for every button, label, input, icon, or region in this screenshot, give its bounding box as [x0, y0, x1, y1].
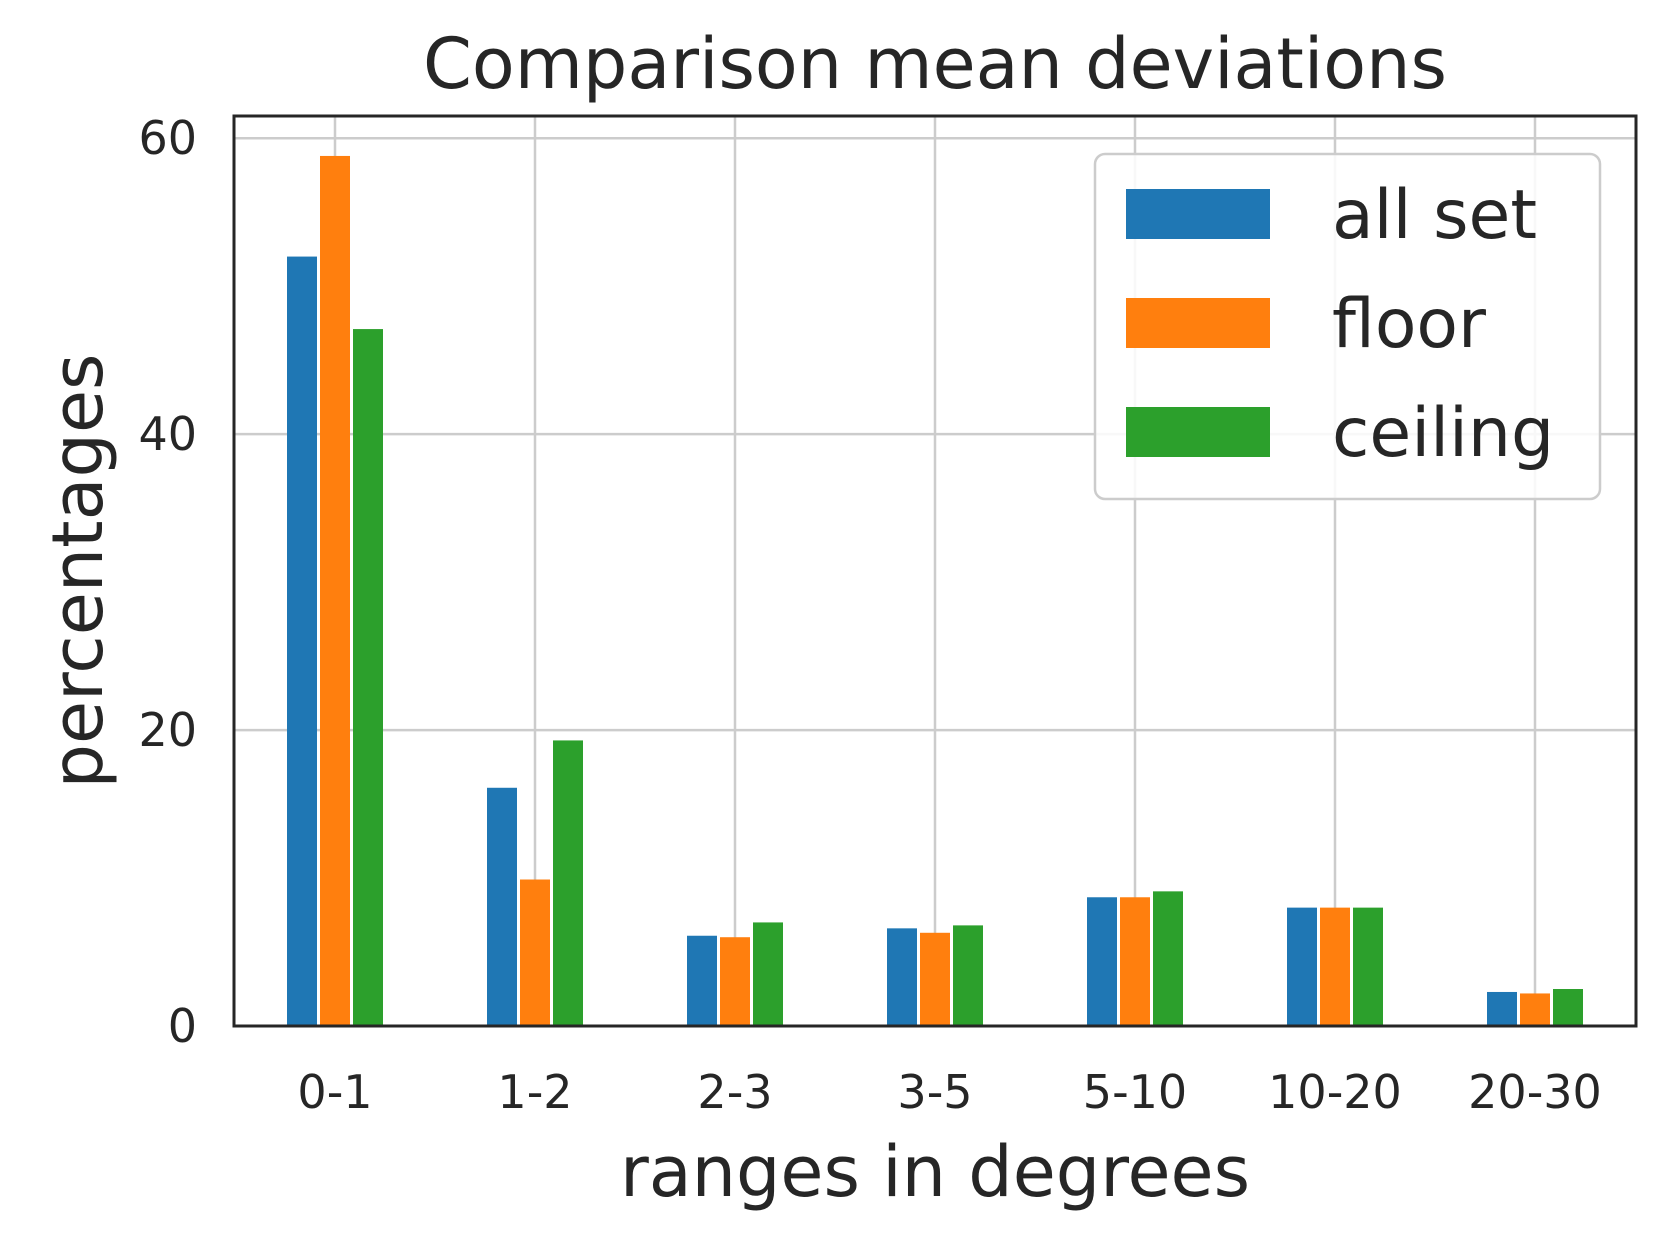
y-axis-title: percentages [37, 354, 119, 789]
x-tick-label: 1-2 [497, 1065, 572, 1119]
bar-floor-5-10 [1120, 897, 1150, 1026]
bar-all-set-5-10 [1087, 897, 1117, 1026]
bar-floor-20-30 [1520, 993, 1550, 1026]
bar-ceiling-10-20 [1353, 907, 1383, 1026]
legend-label-ceiling: ceiling [1332, 394, 1554, 473]
x-axis-title: ranges in degrees [620, 1131, 1250, 1213]
chart-title: Comparison mean deviations [423, 23, 1447, 105]
legend: all set floor ceiling [1093, 152, 1602, 501]
bar-all-set-0-1 [287, 256, 317, 1026]
legend-items: all set floor ceiling [1126, 176, 1554, 473]
bar-all-set-3-5 [887, 928, 917, 1026]
bar-all-set-2-3 [687, 935, 717, 1026]
legend-label-floor: floor [1332, 285, 1486, 364]
legend-label-all-set: all set [1332, 176, 1537, 255]
x-tick-label: 10-20 [1268, 1065, 1402, 1119]
bar-ceiling-20-30 [1553, 989, 1583, 1026]
x-tick-label: 2-3 [697, 1065, 772, 1119]
x-tick-label: 5-10 [1083, 1065, 1187, 1119]
y-tick-label: 40 [138, 407, 197, 461]
y-tick-label: 0 [168, 999, 197, 1053]
bar-floor-10-20 [1320, 907, 1350, 1026]
legend-swatch-all-set [1126, 189, 1270, 239]
y-tick-label: 20 [138, 703, 197, 757]
bars-layer [287, 155, 1583, 1026]
bar-ceiling-0-1 [353, 329, 383, 1026]
x-tick-label: 20-30 [1468, 1065, 1602, 1119]
x-tick-label: 3-5 [897, 1065, 972, 1119]
plot-frame [232, 114, 1638, 1028]
bar-ceiling-1-2 [553, 740, 583, 1026]
bar-ceiling-3-5 [953, 925, 983, 1026]
bar-floor-2-3 [720, 937, 750, 1026]
bar-all-set-20-30 [1487, 991, 1517, 1026]
legend-swatch-ceiling [1126, 407, 1270, 457]
bar-ceiling-5-10 [1153, 891, 1183, 1026]
bar-all-set-10-20 [1287, 907, 1317, 1026]
y-tick-label: 60 [138, 111, 197, 165]
bar-all-set-1-2 [487, 787, 517, 1026]
x-tick-labels: 0-1 1-2 2-3 3-5 5-10 10-20 20-30 [297, 1065, 1601, 1119]
bar-ceiling-2-3 [753, 922, 783, 1026]
x-tick-label: 0-1 [297, 1065, 372, 1119]
legend-swatch-floor [1126, 298, 1270, 348]
y-tick-labels: 0 20 40 60 [138, 111, 197, 1053]
bar-floor-1-2 [520, 879, 550, 1026]
bar-floor-0-1 [320, 155, 350, 1026]
bar-floor-3-5 [920, 932, 950, 1026]
